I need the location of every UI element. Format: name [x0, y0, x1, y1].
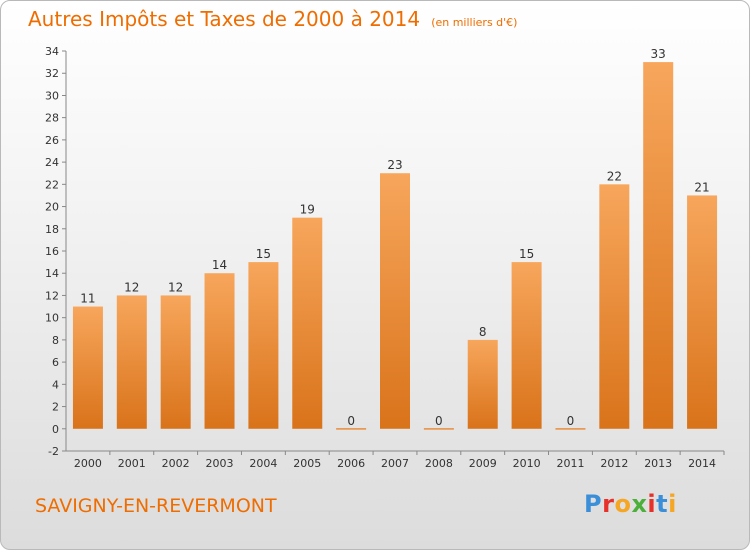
y-tick-label: 26	[45, 134, 59, 147]
bar-2012	[599, 184, 630, 429]
data-label-2001: 12	[124, 280, 139, 294]
y-tick-label: 30	[45, 89, 59, 102]
bar-2004	[248, 262, 279, 429]
proxiti-logo: Proxiti	[584, 490, 677, 518]
x-tick-label: 2013	[644, 457, 672, 470]
bar-2007	[380, 173, 410, 429]
data-label-2006: 0	[347, 414, 355, 428]
x-tick-label: 2008	[425, 457, 453, 470]
x-tick-label: 2010	[513, 457, 541, 470]
y-tick-label: 32	[45, 67, 59, 80]
chart-title-main: Autres Impôts et Taxes de 2000 à 2014	[28, 7, 421, 31]
x-tick-label: 2004	[249, 457, 277, 470]
chart-title-unit: (en milliers d'€)	[431, 16, 518, 29]
data-label-2009: 8	[479, 325, 487, 339]
data-label-2002: 12	[168, 280, 183, 294]
bar-2000	[72, 306, 103, 429]
x-tick-label: 2011	[556, 457, 584, 470]
x-tick-label: 2005	[293, 457, 321, 470]
bar-2013	[643, 62, 674, 429]
bar-2001	[116, 295, 147, 429]
logo-letter: o	[614, 490, 632, 518]
data-label-2000: 11	[80, 292, 95, 306]
logo-letter: x	[631, 490, 648, 518]
data-label-2005: 19	[300, 203, 315, 217]
x-tick-label: 2002	[162, 457, 190, 470]
data-label-2010: 15	[519, 247, 534, 261]
x-tick-label: 2012	[600, 457, 628, 470]
bar-2009	[467, 339, 498, 429]
y-tick-label: 6	[52, 356, 59, 369]
x-tick-label: 2009	[469, 457, 497, 470]
y-tick-label: 2	[52, 401, 59, 414]
y-tick-label: 10	[45, 312, 59, 325]
chart-data-labels: 11 12 12 14 15 19 0 23 0 8 15 0 22 33 21	[80, 47, 709, 428]
data-label-2007: 23	[387, 158, 402, 172]
y-tick-label: 16	[45, 245, 59, 258]
bar-2008	[423, 428, 454, 430]
y-tick-label: 24	[45, 156, 59, 169]
logo-letter: i	[647, 490, 657, 518]
bar-2002	[160, 295, 191, 429]
bar-2011	[555, 428, 586, 430]
chart-title: Autres Impôts et Taxes de 2000 à 2014 (e…	[28, 7, 517, 31]
x-tick-label: 2014	[688, 457, 716, 470]
x-tick-label: 2001	[118, 457, 146, 470]
bar-2005	[292, 217, 323, 429]
y-tick-label: -2	[48, 445, 59, 458]
data-label-2004: 15	[256, 247, 271, 261]
bar-2006	[336, 428, 367, 430]
logo-letter: r	[602, 490, 615, 518]
chart-bars	[72, 62, 718, 430]
x-tick-label: 2006	[337, 457, 365, 470]
logo-letter: P	[584, 490, 603, 518]
y-tick-label: 20	[45, 201, 59, 214]
bar-2014	[687, 195, 718, 429]
y-tick-label: 34	[45, 45, 59, 58]
data-label-2008: 0	[435, 414, 443, 428]
data-label-2011: 0	[567, 414, 575, 428]
y-tick-label: 22	[45, 178, 59, 191]
data-label-2013: 33	[651, 47, 666, 61]
x-tick-label: 2000	[74, 457, 102, 470]
y-tick-label: 14	[45, 267, 59, 280]
data-label-2003: 14	[212, 258, 227, 272]
x-tick-label: 2007	[381, 457, 409, 470]
y-tick-label: 4	[52, 378, 59, 391]
y-tick-label: 18	[45, 223, 59, 236]
bar-2003	[204, 273, 235, 429]
data-label-2014: 21	[694, 180, 709, 194]
y-tick-label: 8	[52, 334, 59, 347]
data-label-2012: 22	[607, 169, 622, 183]
y-tick-label: 0	[52, 423, 59, 436]
y-tick-label: 28	[45, 112, 59, 125]
x-tick-label: 2003	[206, 457, 234, 470]
logo-letter: t	[656, 490, 669, 518]
y-tick-label: 12	[45, 289, 59, 302]
logo-letter: i	[668, 490, 677, 518]
bar-2010	[511, 262, 542, 429]
commune-name: SAVIGNY-EN-REVERMONT	[35, 495, 277, 517]
